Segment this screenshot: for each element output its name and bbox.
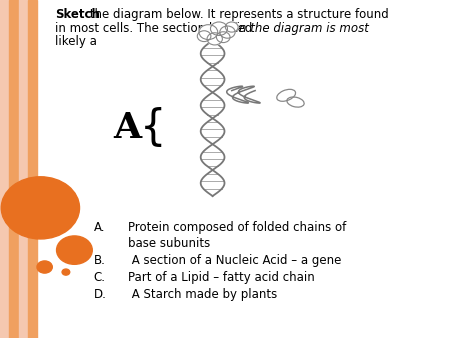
Circle shape [207, 33, 222, 45]
Text: C.: C. [94, 271, 106, 284]
Circle shape [225, 22, 238, 32]
Text: Part of a Lipid – fatty acid chain: Part of a Lipid – fatty acid chain [127, 271, 314, 284]
Circle shape [199, 25, 218, 40]
Text: A.: A. [94, 221, 105, 234]
Circle shape [220, 26, 235, 38]
Circle shape [197, 31, 211, 42]
Text: A: A [113, 112, 142, 145]
Text: the diagram below. It represents a structure found: the diagram below. It represents a struc… [86, 8, 389, 21]
Bar [9, 0, 18, 338]
Circle shape [1, 177, 80, 239]
Circle shape [211, 22, 228, 35]
Bar [19, 0, 27, 338]
Text: likely a: likely a [55, 35, 97, 48]
Circle shape [57, 236, 92, 264]
Text: A Starch made by plants: A Starch made by plants [127, 288, 277, 301]
Circle shape [62, 269, 70, 275]
Bar [28, 0, 36, 338]
Text: Protein composed of folded chains of: Protein composed of folded chains of [127, 221, 346, 234]
Text: B.: B. [94, 254, 105, 267]
Text: D.: D. [94, 288, 106, 301]
Text: in most cells. The section labeled: in most cells. The section labeled [55, 22, 256, 35]
Circle shape [216, 32, 230, 43]
Text: base subunits: base subunits [127, 237, 210, 250]
Text: {: { [140, 107, 166, 149]
Bar [0, 0, 9, 338]
Circle shape [37, 261, 52, 273]
Text: A section of a Nucleic Acid – a gene: A section of a Nucleic Acid – a gene [127, 254, 341, 267]
Text: A in the diagram is most: A in the diagram is most [225, 22, 369, 35]
Text: Sketch: Sketch [55, 8, 100, 21]
